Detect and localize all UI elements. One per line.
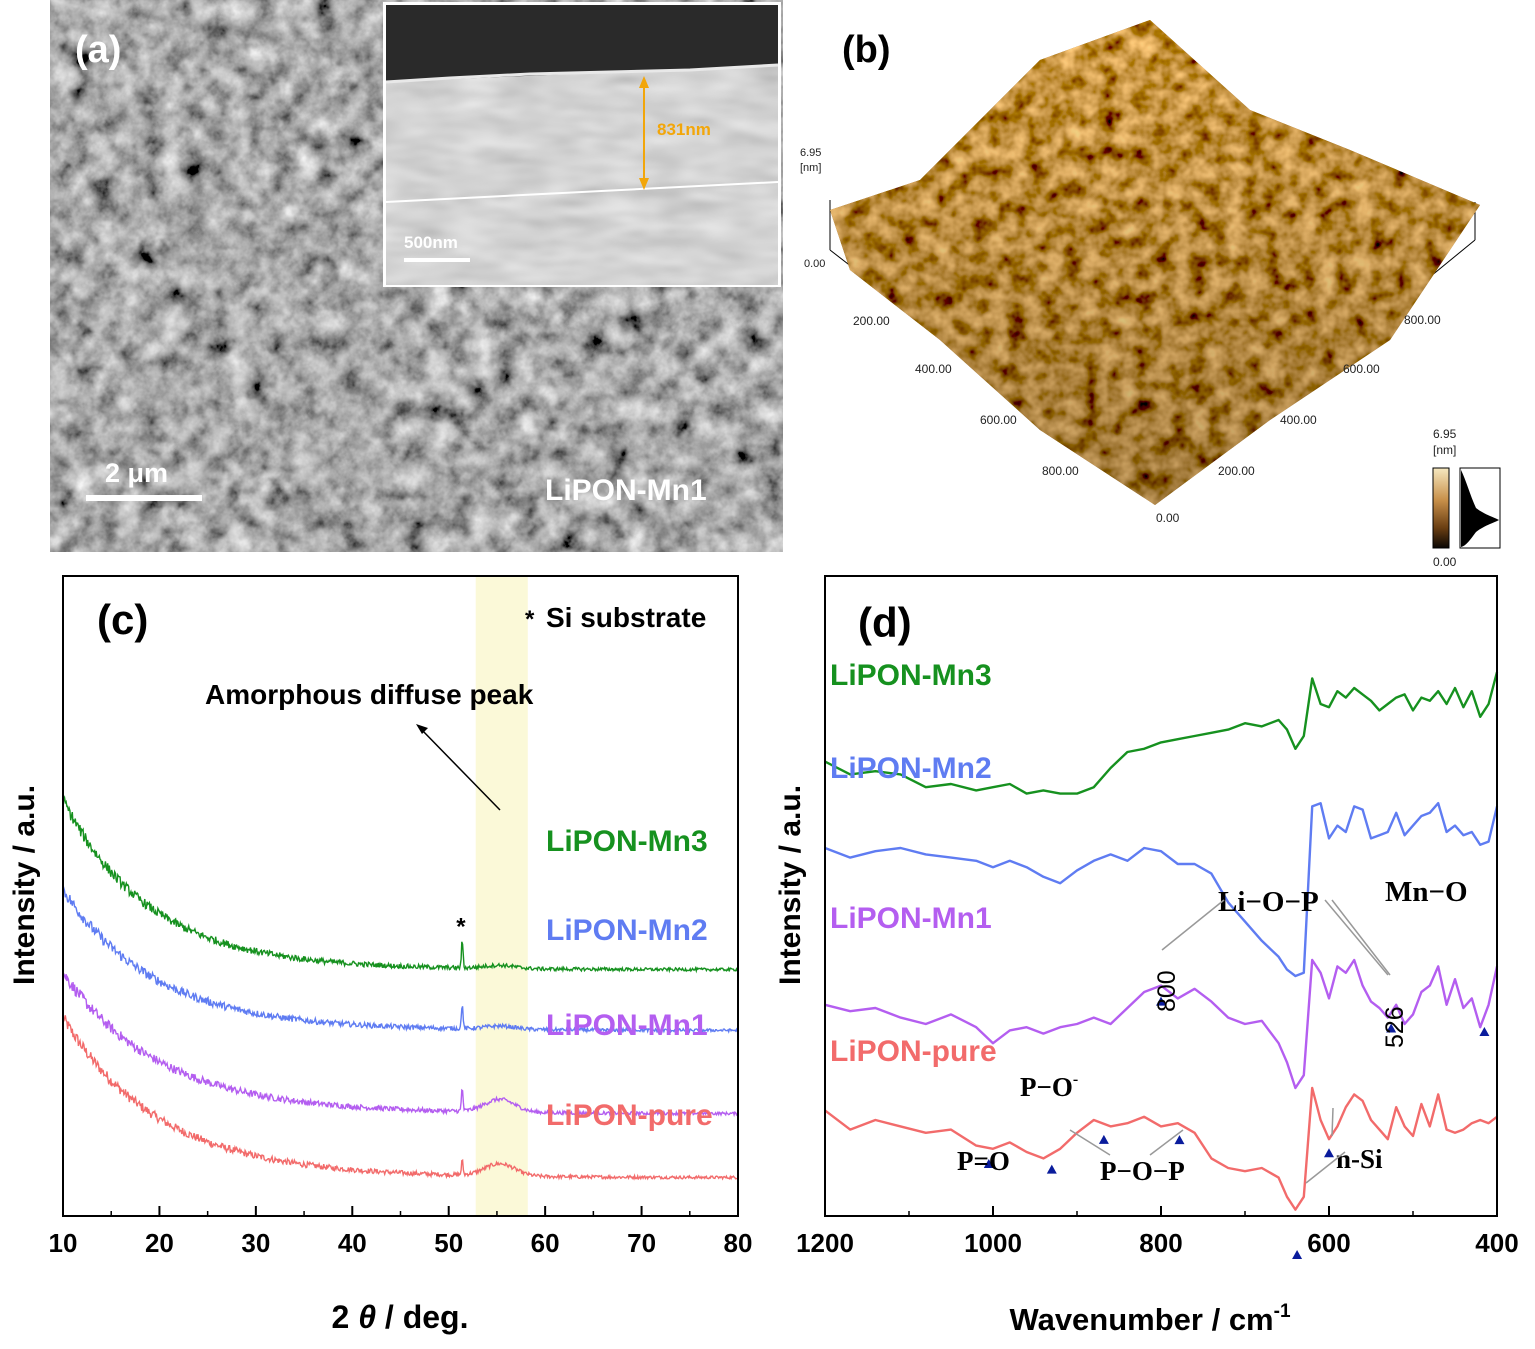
afm-origin-tick: 0.00 <box>1156 511 1180 525</box>
afm-left-tick: 800.00 <box>1042 464 1079 478</box>
afm-right-tick: 200.00 <box>1218 464 1255 478</box>
peak-marker-icon <box>1324 1148 1334 1158</box>
panel-a-label: (a) <box>75 29 121 71</box>
ftir-series-lipon-mn3 <box>824 671 1499 795</box>
label-pure: LiPON-pure <box>546 1099 713 1132</box>
scale-label: 2 μm <box>105 458 168 488</box>
peak-marker-icon <box>1046 1164 1057 1174</box>
y-axis-label: Intensity / a.u. <box>8 785 41 985</box>
thickness-label: 831nm <box>657 120 711 139</box>
x-tick-label: 70 <box>627 1228 656 1258</box>
label-mn2: LiPON-Mn2 <box>830 752 992 785</box>
ftir-chart: 1200 1000 800 600 400 (d) LiPON-Mn3 LiPON-Mn… <box>774 575 1519 1337</box>
scale-bar <box>86 495 202 501</box>
x-tick-label: 400 <box>1475 1228 1518 1258</box>
label-mn2: LiPON-Mn2 <box>546 914 708 947</box>
si-note-text: Si substrate <box>546 602 706 633</box>
ftir-series-lipon-pure <box>824 1086 1498 1211</box>
colorbar-min: 0.00 <box>1433 555 1457 569</box>
x-tick-label: 800 <box>1139 1228 1182 1258</box>
peak-marker-icon <box>1292 1250 1303 1260</box>
peak-marker-icon <box>1479 1027 1490 1036</box>
mn-o-label: Mn−O <box>1385 876 1468 908</box>
n-si-label: n-Si <box>1336 1144 1383 1174</box>
afm-left-tick: 400.00 <box>915 362 952 376</box>
afm-right-tick: 400.00 <box>1280 413 1317 427</box>
x-tick-label: 600 <box>1307 1228 1350 1258</box>
label-mn3: LiPON-Mn3 <box>830 659 992 692</box>
inset-scale-label: 500nm <box>404 233 458 252</box>
colorbar-max: 6.95 <box>1433 427 1457 441</box>
li-o-p-label: Li−O−P <box>1218 886 1319 918</box>
amorphous-annotation: Amorphous diffuse peak <box>205 679 534 710</box>
colorbar-unit: [nm] <box>1433 443 1456 457</box>
y-axis-label: Intensity / a.u. <box>774 785 807 985</box>
annotation-arrowhead <box>416 724 428 734</box>
panel-b-label: (b) <box>842 29 891 71</box>
xrd-chart: 10 20 30 40 50 60 70 80 (c) * Si substrate Amor… <box>8 575 753 1335</box>
x-axis-label: Wavenumber / cm-1 <box>1009 1301 1290 1337</box>
afm-right-tick: 600.00 <box>1343 362 1380 376</box>
afm-right-tick: 800.00 <box>1404 313 1441 327</box>
p-eq-o-label: P=O <box>957 1146 1010 1176</box>
xrd-chart-panel: 10 20 30 40 50 60 70 80 (c) * Si substrate Amor… <box>0 570 760 1344</box>
afm-surface <box>830 20 1480 505</box>
x-tick-label: 50 <box>434 1228 463 1258</box>
xrd-series-lipon-mn2 <box>62 886 739 1034</box>
x-tick-label: 20 <box>145 1228 174 1258</box>
x-tick-label: 60 <box>531 1228 560 1258</box>
x-tick-label: 40 <box>338 1228 367 1258</box>
x-tick-label: 1200 <box>796 1228 854 1258</box>
si-note-mark: * <box>525 606 535 633</box>
x-tick-label: 1000 <box>964 1228 1022 1258</box>
label-mn1: LiPON-Mn1 <box>830 902 992 935</box>
p-o-p-label: P−O−P <box>1100 1156 1185 1186</box>
afm-colorbar: 6.95 [nm] 0.00 <box>1432 427 1501 569</box>
amorphous-region <box>475 576 528 1216</box>
afm-image: (b) 6.95 [nm] 0.00 200.00 400.00 600.00 … <box>800 20 1501 569</box>
label-mn3: LiPON-Mn3 <box>546 825 708 858</box>
z-max-label: 6.95 <box>800 147 821 159</box>
annotation-arrow <box>419 727 501 811</box>
cross-section-inset: 831nm 500nm <box>383 2 781 287</box>
afm-left-tick: 600.00 <box>980 413 1017 427</box>
x-tick-label: 10 <box>49 1228 78 1258</box>
panel-c-label: (c) <box>97 596 148 643</box>
sem-image: 831nm 500nm (a) 2 μm LiPON-Mn1 <box>50 0 783 552</box>
ftir-series-lipon-mn2 <box>824 802 1499 978</box>
xrd-series-lipon-pure <box>62 1015 738 1181</box>
si-peak-mark: * <box>456 914 466 941</box>
wavenumber-800: 800 <box>1153 970 1181 1012</box>
ftir-chart-panel: 1200 1000 800 600 400 (d) LiPON-Mn3 LiPON-Mn… <box>770 570 1535 1344</box>
peak-marker-icon <box>1174 1135 1185 1145</box>
peak-marker-icon <box>1156 996 1166 1006</box>
x-tick-label: 80 <box>724 1228 753 1258</box>
afm-panel: (b) 6.95 [nm] 0.00 200.00 400.00 600.00 … <box>790 0 1535 570</box>
label-pure: LiPON-pure <box>830 1035 997 1068</box>
peak-marker-icon <box>1386 1023 1397 1033</box>
p-o-minus-label: P−O- <box>1020 1071 1078 1102</box>
sample-label: LiPON-Mn1 <box>545 474 707 507</box>
afm-left-tick: 200.00 <box>853 314 890 328</box>
peak-marker-icon <box>1098 1134 1109 1144</box>
z-unit-label: [nm] <box>800 162 821 174</box>
peak-marker-icon <box>983 1159 994 1168</box>
x-axis-label: 2 θ / deg. <box>332 1299 469 1335</box>
xrd-series-lipon-mn3 <box>62 795 739 974</box>
sem-panel: 831nm 500nm (a) 2 μm LiPON-Mn1 <box>50 0 783 552</box>
inset-scale-bar <box>404 258 470 262</box>
label-mn1: LiPON-Mn1 <box>546 1009 708 1042</box>
wavenumber-526: 526 <box>1381 1006 1409 1048</box>
x-tick-label: 30 <box>241 1228 270 1258</box>
panel-d-label: (d) <box>858 599 912 646</box>
xrd-series-lipon-mn1 <box>62 973 739 1118</box>
annotation-leaders <box>1069 899 1391 1184</box>
ftir-series-lipon-mn1 <box>824 958 1499 1090</box>
z-min-label: 0.00 <box>804 258 825 270</box>
